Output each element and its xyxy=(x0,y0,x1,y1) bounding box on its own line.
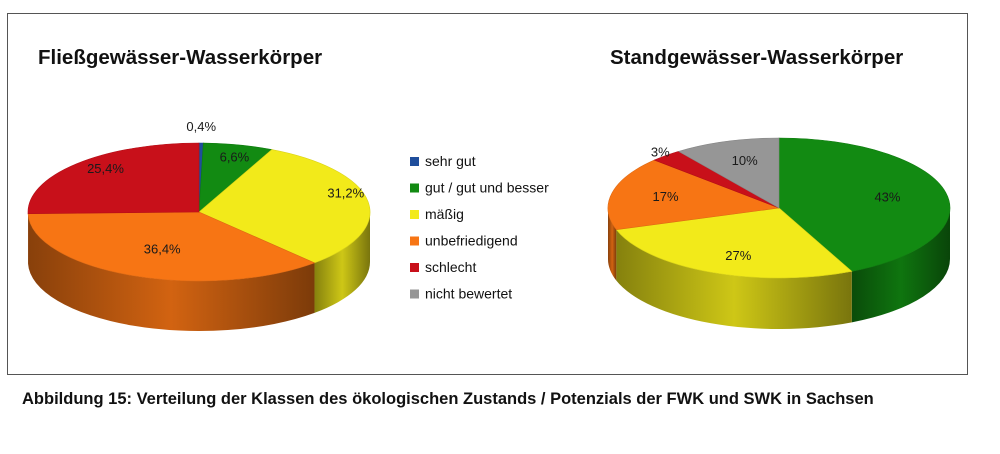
pie-slice-unbefriedigend xyxy=(27,211,316,282)
legend-swatch-sehr-gut xyxy=(410,157,419,166)
legend-swatch-maessig xyxy=(410,210,419,219)
data-label-gut-gut-und-besser: 43% xyxy=(874,190,900,205)
legend-label-unbefriedigend: unbefriedigend xyxy=(425,233,518,249)
pie-side-unbefriedigend xyxy=(608,208,617,281)
legend-swatch-gut-gut-und-besser xyxy=(410,183,419,193)
legend-label-gut-gut-und-besser: gut / gut und besser xyxy=(425,180,549,196)
chart-title-fliessgewaesser: Fließgewässer-Wasserkörper xyxy=(38,46,322,69)
data-label-unbefriedigend: 36,4% xyxy=(144,241,181,256)
pie-slice-schlecht xyxy=(27,142,200,215)
data-label-nicht-bewertet: 10% xyxy=(732,153,758,168)
figure-caption: Abbildung 15: Verteilung der Klassen des… xyxy=(22,390,874,408)
data-label-maessig: 31,2% xyxy=(327,186,364,201)
legend-label-sehr-gut: sehr gut xyxy=(425,153,476,169)
pie-slice-gut-gut-und-besser xyxy=(778,137,951,272)
legend-swatch-nicht-bewertet xyxy=(410,289,419,299)
legend-label-maessig: mäßig xyxy=(425,206,464,222)
pie-chart-standgewaesser: 43% 27% 17% 3% 10% xyxy=(607,137,951,329)
pie-slice-nicht-bewertet xyxy=(677,137,780,209)
pie-chart-fliessgewaesser: 0,4% 6,6% 31,2% 36,4% 25,4% xyxy=(27,119,371,331)
legend-label-schlecht: schlecht xyxy=(425,259,476,275)
pie-side-unbefriedigend xyxy=(28,213,315,331)
legend-swatch-schlecht xyxy=(410,263,419,272)
legend: sehr gut gut / gut und besser mäßig unbefri… xyxy=(410,153,549,302)
data-label-sehr-gut: 0,4% xyxy=(186,119,216,134)
pie-slice-maessig xyxy=(615,207,853,279)
legend-swatch-unbefriedigend xyxy=(410,236,419,246)
data-label-gut-gut-und-besser: 6,6% xyxy=(220,150,250,165)
pie-slice-unbefriedigend xyxy=(607,159,780,230)
data-label-maessig: 27% xyxy=(725,248,751,263)
data-label-unbefriedigend: 17% xyxy=(653,189,679,204)
pie-slice-maessig xyxy=(198,149,371,264)
legend-label-nicht-bewertet: nicht bewertet xyxy=(425,286,512,302)
data-label-schlecht: 25,4% xyxy=(87,161,124,176)
chart-title-standgewaesser: Standgewässer-Wasserkörper xyxy=(610,46,903,69)
pie-side-maessig xyxy=(616,229,852,329)
pie-side-maessig xyxy=(314,212,370,313)
data-label-schlecht: 3% xyxy=(651,144,670,159)
pie-side-gut-gut-und-besser xyxy=(851,208,950,323)
